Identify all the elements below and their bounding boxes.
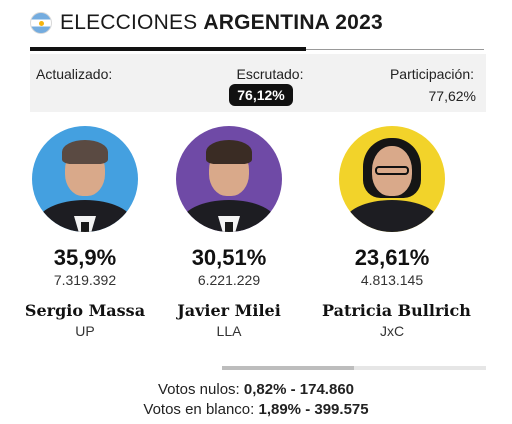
- scroll-indicator[interactable]: [222, 366, 486, 370]
- blank-votes-percent: 1,89%: [258, 401, 302, 418]
- title-bold: ARGENTINA 2023: [203, 11, 383, 34]
- null-votes-line: Votos nulos: 0,82% - 174.860: [0, 381, 512, 398]
- header-rule: [30, 47, 306, 51]
- candidate-name: Sergio Massa: [24, 301, 146, 320]
- avatar-tie: [225, 222, 233, 232]
- blank-votes-count: 399.575: [314, 401, 369, 418]
- blank-votes-label: Votos en blanco:: [143, 401, 255, 418]
- null-votes-sep: -: [290, 381, 296, 398]
- avatar-glasses: [375, 166, 409, 175]
- null-votes-count: 174.860: [299, 381, 355, 398]
- candidate-party: LLA: [216, 323, 242, 339]
- candidate-votes: 4.813.145: [360, 272, 424, 288]
- flag-sun-icon: [38, 20, 44, 26]
- avatar-body: [344, 200, 440, 232]
- scroll-indicator-thumb[interactable]: [222, 366, 354, 370]
- avatar-body: [37, 200, 133, 232]
- stats-bar: Actualizado: Escrutado: 76,12% Participa…: [30, 54, 486, 112]
- participation-value: 77,62%: [428, 88, 476, 104]
- updated-label-text: Actualizado:: [36, 66, 113, 82]
- candidate-percent: 35,9%: [53, 245, 117, 270]
- scrutinized-value-badge: 76,12%: [229, 84, 293, 106]
- updated-label: Actualizado:: [36, 66, 112, 82]
- avatar-tie: [81, 222, 89, 232]
- participation-label: Participación:: [389, 66, 474, 82]
- candidate-photo-massa: [32, 126, 138, 232]
- candidate-percent: 30,51%: [191, 245, 267, 270]
- argentina-flag-icon: [30, 12, 52, 34]
- candidate-votes: 7.319.392: [53, 272, 117, 288]
- avatar-hair: [62, 140, 108, 164]
- candidate-name: Javier Milei: [177, 301, 281, 320]
- avatar-body: [181, 200, 277, 232]
- candidate-photo-milei: [176, 126, 282, 232]
- candidate-party: JxC: [379, 323, 405, 339]
- title-light: ELECCIONES: [60, 11, 198, 34]
- page-header: ELECCIONES ARGENTINA 2023: [30, 8, 383, 38]
- null-votes-percent: 0,82%: [243, 381, 287, 398]
- candidate-party: UP: [75, 323, 95, 339]
- scrutinized-label: Escrutado:: [236, 66, 304, 82]
- candidate-card-massa[interactable]: 35,9% 7.319.392 Sergio Massa UP: [15, 126, 155, 340]
- avatar-hair: [206, 140, 252, 164]
- candidate-name: Patricia Bullrich: [322, 301, 471, 320]
- candidate-card-milei[interactable]: 30,51% 6.221.229 Javier Milei LLA: [159, 126, 299, 340]
- candidate-percent: 23,61%: [354, 245, 430, 270]
- page-title: ELECCIONES ARGENTINA 2023: [60, 11, 383, 35]
- candidate-photo-bullrich: [339, 126, 445, 232]
- candidate-votes: 6.221.229: [197, 272, 261, 288]
- null-votes-label: Votos nulos:: [157, 381, 240, 398]
- blank-votes-line: Votos en blanco: 1,89% - 399.575: [0, 401, 512, 418]
- header-rule-thin: [306, 49, 484, 50]
- blank-votes-sep: -: [305, 401, 311, 418]
- candidate-card-bullrich[interactable]: 23,61% 4.813.145 Patricia Bullrich JxC: [322, 126, 471, 340]
